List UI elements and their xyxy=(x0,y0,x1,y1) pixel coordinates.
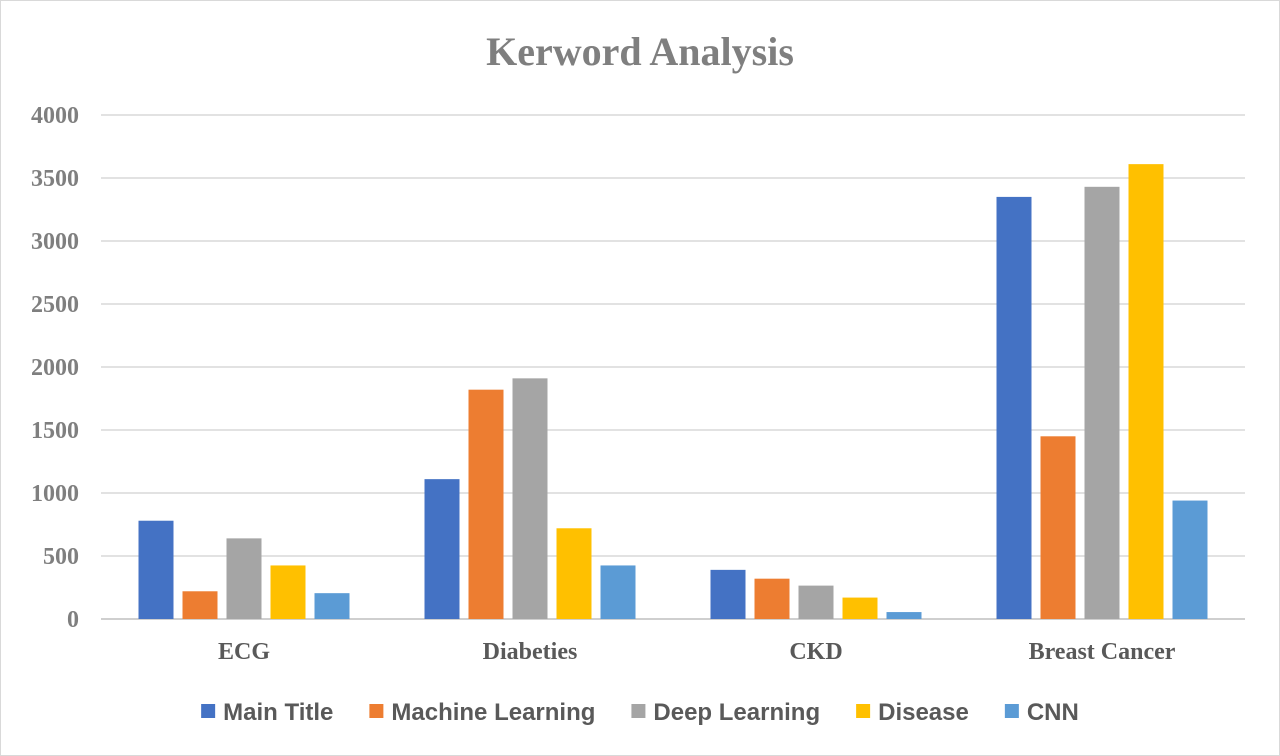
bar: Disease – ECG: 425 xyxy=(270,565,306,619)
y-tick-label: 2500 xyxy=(31,292,79,318)
x-tick-label: ECG xyxy=(218,639,270,665)
legend-swatch xyxy=(631,704,646,718)
legend-label: Main Title xyxy=(223,699,333,726)
y-tick-label: 1000 xyxy=(31,481,79,507)
chart-title: Kerword Analysis xyxy=(486,29,794,74)
bar: CNN – Breast Cancer: 940 xyxy=(1172,500,1208,619)
legend-item: Main Title xyxy=(201,699,333,726)
bar: Main Title – Breast Cancer: 3350 xyxy=(996,196,1032,619)
bar: Deep Learning – CKD: 265 xyxy=(798,585,834,619)
bar: Machine Learning – CKD: 320 xyxy=(754,578,790,619)
legend-swatch xyxy=(856,704,871,718)
x-tick-label: CKD xyxy=(789,639,842,665)
y-tick-label: 0 xyxy=(67,607,79,633)
legend-label: CNN xyxy=(1027,699,1079,726)
bar: Disease – CKD: 170 xyxy=(842,597,878,619)
bars: Main Title – ECG: 780 Machine Learning – … xyxy=(138,164,1208,619)
legend-item: Deep Learning xyxy=(631,699,820,726)
y-tick-label: 3000 xyxy=(31,229,79,255)
y-tick-label: 1500 xyxy=(31,418,79,444)
x-axis-ticks: ECG Diabeties CKD Breast Cancer xyxy=(218,639,1176,665)
bar: Machine Learning – Breast Cancer: 1450 xyxy=(1040,436,1076,619)
x-tick-label: Diabeties xyxy=(483,639,578,665)
y-axis-ticks: 0 500 1000 1500 2000 2500 3000 3500 4000 xyxy=(31,103,79,633)
gridlines xyxy=(101,114,1245,620)
bar: Deep Learning – Breast Cancer: 3430 xyxy=(1084,186,1120,619)
legend-label: Machine Learning xyxy=(391,699,595,726)
bar: Machine Learning – Diabeties: 1820 xyxy=(468,389,504,619)
bar: Deep Learning – Diabeties: 1910 xyxy=(512,378,548,619)
legend-label: Deep Learning xyxy=(653,699,820,726)
x-tick-label: Breast Cancer xyxy=(1029,639,1176,665)
bar: Main Title – CKD: 390 xyxy=(710,569,746,619)
legend-swatch xyxy=(1004,704,1019,718)
bar: CNN – Diabeties: 425 xyxy=(600,565,636,619)
legend-swatch xyxy=(369,704,384,718)
legend-label: Disease xyxy=(878,699,969,726)
y-tick-label: 4000 xyxy=(31,103,79,129)
bar: Main Title – ECG: 780 xyxy=(138,520,174,619)
bar: Main Title – Diabeties: 1110 xyxy=(424,479,460,619)
y-tick-label: 3500 xyxy=(31,166,79,192)
y-tick-label: 2000 xyxy=(31,355,79,381)
bar: Disease – Breast Cancer: 3610 xyxy=(1128,164,1164,619)
legend-item: Machine Learning xyxy=(369,699,595,726)
bar: Disease – Diabeties: 720 xyxy=(556,528,592,619)
bar: Deep Learning – ECG: 640 xyxy=(226,538,262,619)
bar: CNN – CKD: 55 xyxy=(886,612,922,619)
legend-item: Disease xyxy=(856,699,969,726)
legend-swatch xyxy=(201,704,216,718)
legend: Main Title Machine Learning Deep Learning D… xyxy=(201,699,1079,726)
bar: Machine Learning – ECG: 220 xyxy=(182,591,218,619)
bar: CNN – ECG: 205 xyxy=(314,593,350,619)
legend-item: CNN xyxy=(1004,699,1079,726)
y-tick-label: 500 xyxy=(43,544,79,570)
